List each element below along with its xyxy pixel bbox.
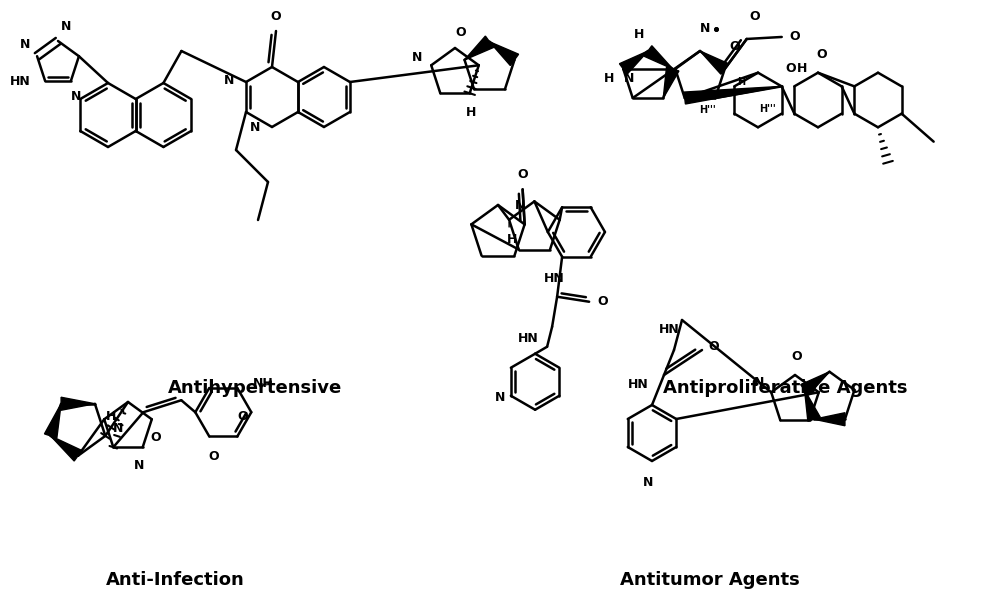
Polygon shape [801,371,830,395]
Text: H: H [796,62,807,75]
Text: H': H' [737,77,748,87]
Polygon shape [805,390,820,421]
Polygon shape [644,46,673,69]
Polygon shape [814,413,845,426]
Text: O: O [456,25,466,39]
Text: N: N [514,199,525,212]
Polygon shape [51,436,82,461]
Text: H''': H''' [700,105,716,115]
Text: N: N [754,376,764,389]
Text: H: H [634,27,644,41]
Text: Antiproliferative Agents: Antiproliferative Agents [663,379,907,397]
Text: N: N [412,51,422,64]
Text: NH: NH [253,378,274,390]
Text: O: O [789,30,800,44]
Polygon shape [61,397,95,410]
Polygon shape [684,87,782,104]
Text: O: O [749,10,760,24]
Text: H: H [466,106,476,119]
Text: H: H [507,234,517,246]
Text: O: O [729,41,740,53]
Polygon shape [619,51,648,74]
Text: N: N [250,122,260,134]
Text: HN: HN [544,272,564,285]
Text: HN: HN [518,332,539,345]
Text: N: N [71,90,81,103]
Text: N: N [643,476,653,488]
Text: H: H [604,71,615,85]
Text: Antitumor Agents: Antitumor Agents [620,571,800,589]
Polygon shape [465,36,494,60]
Text: N: N [700,22,710,36]
Text: HN: HN [659,324,679,336]
Text: N: N [494,391,505,404]
Polygon shape [44,404,61,438]
Text: O: O [150,431,161,444]
Text: O: O [237,410,248,423]
Text: O: O [271,10,281,24]
Text: N: N [20,38,30,51]
Text: N: N [134,459,144,472]
Text: Antihypertensive: Antihypertensive [168,379,342,397]
Text: Anti-Infection: Anti-Infection [106,571,244,589]
Text: O: O [709,341,719,353]
Polygon shape [663,67,679,98]
Polygon shape [489,42,519,65]
Text: O: O [598,295,608,308]
Text: N: N [224,74,234,88]
Text: O: O [817,48,827,61]
Text: O: O [785,62,796,75]
Text: O: O [792,350,802,362]
Text: HN: HN [10,75,31,88]
Text: H: H [106,410,117,424]
Text: N: N [624,71,634,85]
Text: O: O [517,168,528,181]
Text: H''': H''' [760,103,776,114]
Text: HN: HN [628,379,649,391]
Text: O: O [208,450,219,463]
Polygon shape [700,51,729,74]
Text: N: N [113,422,123,435]
Text: N: N [61,19,71,33]
